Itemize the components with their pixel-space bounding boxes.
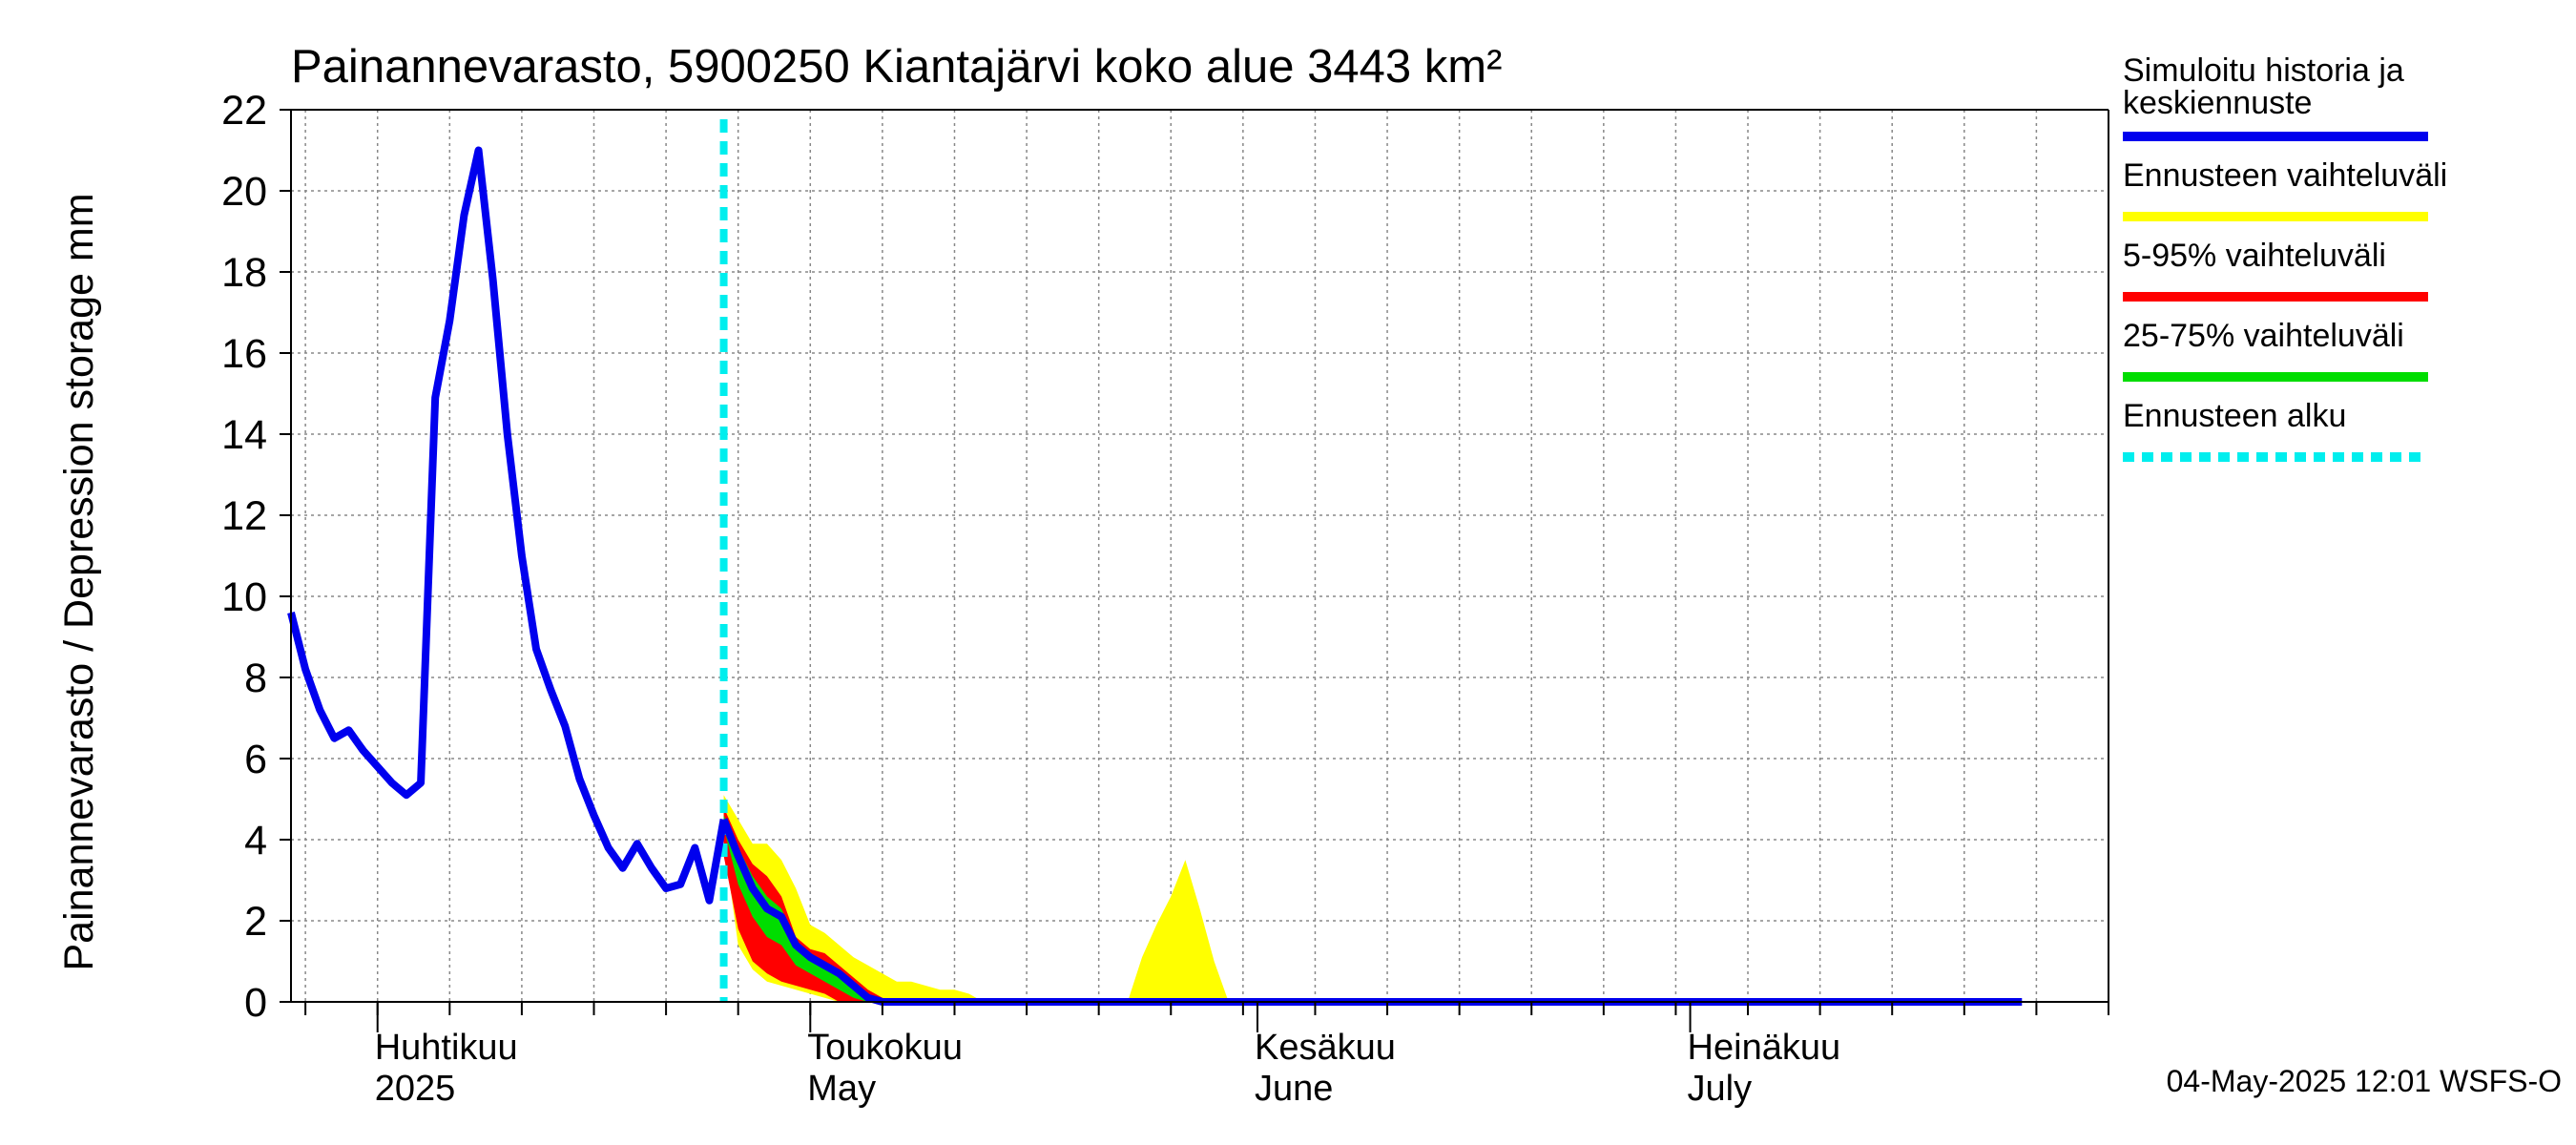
history-series-line [287,146,728,905]
y-tick-label: 14 [221,412,267,458]
month-label: Kesäkuu [1255,1028,1396,1068]
month-sublabel: June [1255,1069,1333,1109]
y-tick-label: 16 [221,331,267,377]
legend-label: keskiennuste [2123,85,2312,121]
y-tick-label: 18 [221,250,267,296]
y-tick-label: 6 [244,737,267,782]
median-forecast-line [719,818,2023,1006]
grid-lines [291,109,2109,1002]
legend-label: 25-75% vaihteluväli [2123,318,2404,354]
month-sublabel: 2025 [375,1069,456,1109]
y-tick-label: 12 [221,493,267,539]
timestamp-footer: 04-May-2025 12:01 WSFS-O [2167,1064,2562,1098]
y-tick-label: 22 [221,88,267,134]
legend-label: Ennusteen alku [2123,398,2346,434]
y-tick-label: 8 [244,656,267,701]
legend-label: Simuloitu historia ja [2123,52,2404,89]
legend-label: 5-95% vaihteluväli [2123,238,2386,274]
band-late-event [1127,860,1229,1002]
month-label: Heinäkuu [1688,1028,1841,1068]
y-tick-label: 2 [244,899,267,945]
y-tick-label: 4 [244,818,267,864]
series-lines [287,119,2023,1006]
month-sublabel: July [1688,1069,1753,1109]
band-5-95 [723,807,897,1002]
month-label: Toukokuu [807,1028,963,1068]
legend-label: Ennusteen vaihteluväli [2123,157,2447,194]
chart-title: Painannevarasto, 5900250 Kiantajärvi kok… [291,41,1502,93]
band-25-75 [723,815,883,1002]
y-tick-label: 20 [221,169,267,215]
y-tick-label: 0 [244,980,267,1026]
y-axis-label: Painannevarasto / Depression storage mm [56,193,102,970]
month-sublabel: May [807,1069,876,1109]
month-label: Huhtikuu [375,1028,518,1068]
y-tick-label: 10 [221,574,267,620]
forecast-bands [723,795,1229,1002]
